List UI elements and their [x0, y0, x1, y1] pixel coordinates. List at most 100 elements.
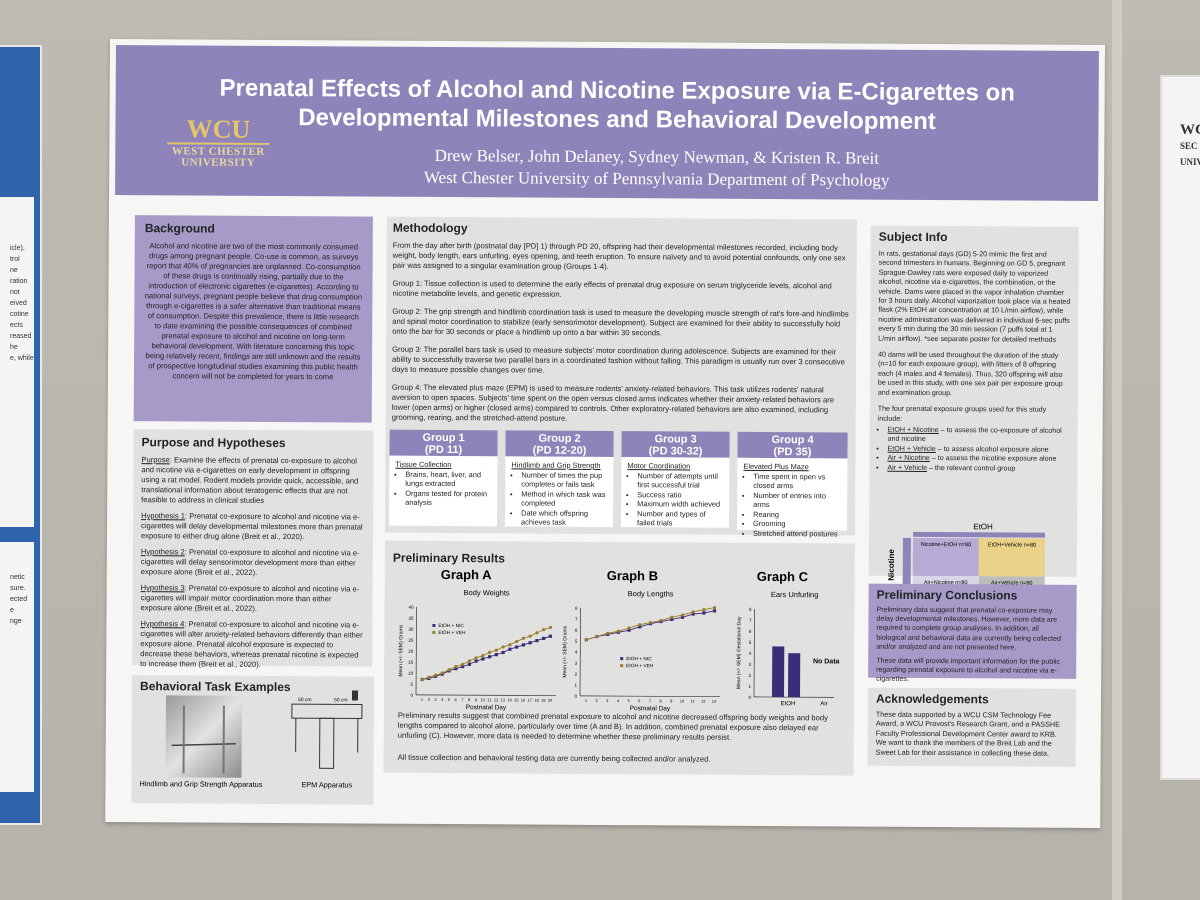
- x-tick-label: 12: [494, 697, 499, 702]
- right-poster-line: SEC: [1180, 141, 1198, 151]
- group2-header: Group 2 (PD 12-20): [505, 430, 614, 458]
- x-tick-label: 17: [528, 698, 533, 703]
- epm-dimension: 50 cm: [334, 697, 348, 703]
- logo-line: UNIVERSITY: [181, 156, 256, 169]
- x-tick-label: 5: [448, 697, 451, 702]
- group-pd: (PD 12-20): [532, 444, 587, 457]
- hypothesis-3: Hypothesis 3: Prenatal co-exposure to al…: [141, 583, 365, 614]
- data-point: [454, 667, 458, 671]
- data-point: [420, 677, 424, 682]
- graph-label: Graph B: [607, 568, 658, 583]
- x-tick-label: 9: [670, 698, 673, 703]
- hypothesis-label: Hypothesis 1: [141, 511, 186, 521]
- no-data-annotation: No Data: [813, 658, 840, 665]
- x-tick-label: 10: [480, 697, 485, 702]
- data-point: [548, 634, 552, 638]
- y-tick-label: 8: [749, 607, 752, 612]
- group-task: Tissue Collection: [395, 459, 452, 470]
- data-point: [434, 673, 438, 677]
- group-items: Number of times the pup completes or fai…: [511, 470, 607, 528]
- left-poster-line: icle),: [10, 245, 25, 252]
- data-point: [467, 662, 471, 666]
- legend-label: EtOH + VEH: [438, 630, 466, 636]
- y-tick-label: 5: [411, 682, 414, 687]
- x-tick-label: 1: [421, 697, 424, 702]
- x-tick-label: 6: [455, 697, 458, 702]
- x-tick-label: 18: [534, 698, 539, 703]
- x-axis-label: Postnatal Day: [630, 705, 671, 712]
- graph-label: Graph A: [441, 567, 493, 582]
- acknowledgements-text: These data supported by a WCU CSM Techno…: [875, 709, 1060, 758]
- group-item: Time spent in open vs closed arms: [753, 471, 841, 491]
- group3-header: Group 3 (PD 30-32): [621, 431, 730, 458]
- group-task: Hindlimb and Grip Strength: [511, 460, 601, 470]
- group-item: Organs tested for protein analysis: [405, 488, 491, 508]
- data-point: [447, 668, 451, 672]
- x-tick-label: 6: [638, 698, 641, 703]
- x-category-label: Air: [820, 701, 827, 707]
- data-point: [542, 636, 546, 641]
- purpose-panel: Purpose and Hypotheses Purpose: Examine …: [132, 429, 374, 669]
- group2-body: Hindlimb and Grip Strength Number of tim…: [505, 456, 614, 528]
- left-poster-line: cotine: [10, 311, 29, 318]
- series-line: [586, 610, 715, 641]
- y-tick-label: 0: [410, 693, 413, 698]
- x-tick-label: 8: [660, 698, 663, 703]
- graph-title: Body Lengths: [628, 589, 674, 598]
- data-point: [488, 650, 492, 654]
- data-point: [528, 634, 532, 638]
- y-tick-label: 30: [408, 627, 414, 632]
- left-poster-line: ration: [10, 278, 28, 285]
- data-point: [528, 641, 532, 645]
- y-tick-label: 6: [749, 629, 752, 634]
- exposure-group-item: Air + Vehicle – the relevant control gro…: [887, 463, 1069, 474]
- data-point: [474, 656, 478, 660]
- data-point: [670, 615, 674, 619]
- hypothesis-label: Hypothesis 3: [140, 583, 185, 593]
- epm-apparatus-diagram: 50 cm 50 cm: [291, 690, 363, 769]
- x-tick-label: 12: [701, 699, 706, 704]
- left-poster-line: eived: [10, 300, 27, 307]
- group-item: Grooming: [753, 519, 841, 529]
- y-tick-label: 20: [408, 649, 414, 654]
- data-point: [638, 625, 642, 629]
- group-item: Number of attempts until first successfu…: [637, 471, 723, 491]
- data-point: [535, 638, 539, 643]
- y-axis-label: Mean (+/- SEM) Gestational Day: [736, 616, 742, 689]
- group-name: Group 2: [538, 432, 581, 445]
- data-point: [691, 612, 695, 616]
- wcu-logo: WCU WEST CHESTER UNIVERSITY: [163, 114, 273, 169]
- data-point: [542, 628, 546, 632]
- right-poster-logo: WCU SEC UNIV: [1180, 122, 1200, 170]
- legend-swatch: [620, 664, 624, 668]
- data-point: [548, 625, 553, 630]
- group4-body: Elevated Plus Maze Time spent in open vs…: [737, 457, 848, 538]
- y-tick-label: 4: [575, 650, 578, 655]
- left-poster-panel: icle), trol ne ration not eived cotine e…: [0, 197, 34, 527]
- data-point: [474, 659, 478, 663]
- y-tick-label: 1: [749, 684, 752, 689]
- x-axis: [416, 694, 557, 697]
- x-axis-label: Postnatal Day: [466, 704, 507, 711]
- x-tick-label: 15: [514, 697, 519, 702]
- poster-authors: Drew Belser, John Delaney, Sydney Newman…: [275, 144, 1038, 193]
- methodology-intro: From the day after birth (postnatal day …: [392, 240, 846, 272]
- methodology-group1: Group 1: Tissue collection is used to de…: [392, 278, 832, 299]
- group4-header: Group 4 (PD 35): [737, 431, 848, 459]
- left-poster-line: ected: [10, 596, 28, 603]
- data-point: [515, 645, 519, 649]
- exposure-text: – the relevant control group: [927, 463, 1016, 473]
- grid-cell-etoh-vehicle: EtOH+Vehicle n=80: [978, 538, 1045, 577]
- right-poster-line: UNIV: [1180, 157, 1200, 167]
- exposure-label: EtOH + Nicotine: [887, 425, 939, 434]
- group-name: Group 4: [771, 434, 814, 447]
- subject-paragraph: In rats, gestational days (GD) 5-20 mimi…: [878, 249, 1071, 344]
- data-point: [461, 662, 465, 666]
- y-tick-label: 40: [409, 605, 415, 610]
- x-axis: [580, 695, 721, 698]
- data-point: [648, 620, 653, 625]
- data-point: [535, 631, 539, 635]
- x-tick-label: 13: [501, 697, 506, 702]
- y-tick-label: 0: [574, 694, 577, 699]
- legend-swatch: [620, 657, 624, 661]
